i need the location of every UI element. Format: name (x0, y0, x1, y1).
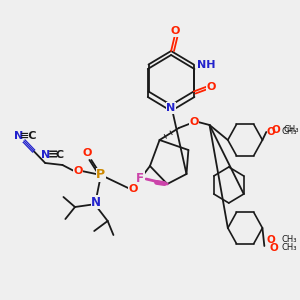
Text: N: N (91, 196, 101, 208)
Text: O: O (190, 117, 199, 127)
Text: NH: NH (196, 59, 215, 70)
Text: O: O (73, 166, 83, 176)
Text: N: N (167, 103, 176, 113)
Text: O: O (206, 82, 216, 92)
Text: CH₃: CH₃ (284, 125, 299, 134)
Text: ≡C: ≡C (20, 131, 38, 141)
Text: O: O (267, 127, 275, 137)
Text: CH₃: CH₃ (282, 236, 297, 244)
Text: CH₃: CH₃ (282, 244, 297, 253)
Text: C: C (56, 150, 64, 160)
Text: O: O (129, 184, 138, 194)
Text: O: O (270, 243, 278, 253)
Text: F: F (136, 172, 144, 184)
Text: O: O (272, 125, 280, 135)
Text: N: N (14, 131, 23, 141)
Text: O: O (267, 235, 275, 245)
Text: O: O (170, 26, 180, 36)
Text: O: O (83, 148, 92, 158)
Text: P: P (96, 169, 106, 182)
Text: ≡: ≡ (48, 148, 58, 161)
Text: N: N (40, 150, 50, 160)
Text: CH₃: CH₃ (282, 128, 297, 136)
